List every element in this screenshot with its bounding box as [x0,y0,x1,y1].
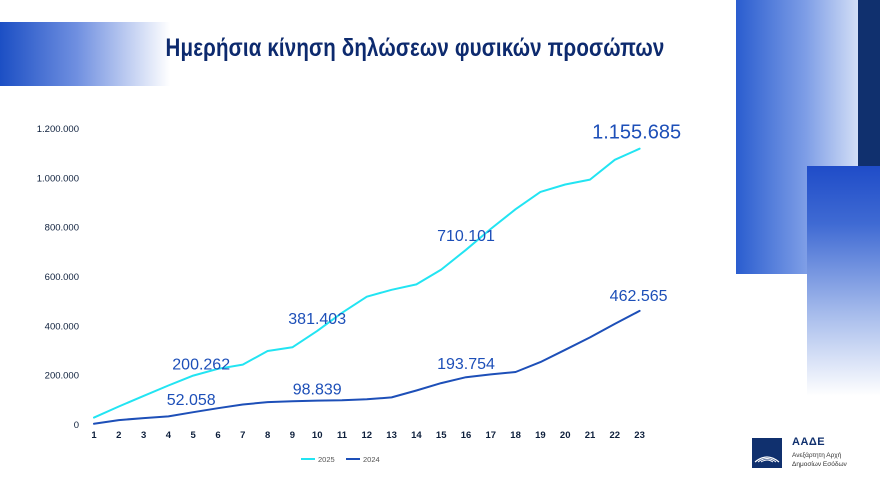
x-tick-label: 1 [91,430,97,441]
aade-logo: ΑΑΔΕ Ανεξάρτητη Αρχή Δημοσίων Εσόδων [752,436,862,476]
data-label: 710.101 [437,228,495,245]
x-tick-label: 19 [535,430,546,441]
x-tick-label: 4 [166,430,172,441]
x-tick-label: 20 [560,430,571,441]
x-tick-label: 11 [337,430,348,441]
decorative-block-fade [807,166,880,396]
data-label: 462.565 [610,288,668,305]
data-label: 98.839 [293,382,342,399]
y-tick-label: 600.000 [45,272,79,283]
y-tick-label: 1.200.000 [37,124,79,135]
x-tick-label: 16 [461,430,472,441]
x-tick-label: 14 [411,430,422,441]
x-tick-label: 7 [240,430,245,441]
x-tick-label: 17 [486,430,497,441]
x-tick-label: 15 [436,430,447,441]
data-label: 1.155.685 [592,122,681,144]
legend-label-2025: 2025 [318,455,335,464]
logo-subtitle-1: Ανεξάρτητη Αρχή [792,452,842,459]
aade-logo-icon [752,438,782,468]
x-tick-label: 10 [312,430,323,441]
x-tick-label: 21 [585,430,596,441]
x-tick-label: 2 [116,430,121,441]
x-tick-label: 5 [191,430,197,441]
x-tick-label: 6 [215,430,220,441]
x-tick-label: 18 [510,430,521,441]
x-tick-label: 12 [362,430,373,441]
x-tick-label: 13 [386,430,397,441]
x-tick-label: 3 [141,430,146,441]
y-tick-label: 200.000 [45,371,79,382]
y-tick-label: 800.000 [45,223,79,234]
left-accent-bar [0,22,170,86]
data-label: 52.058 [167,392,216,409]
data-label: 200.262 [172,357,230,374]
logo-subtitle-2: Δημοσίων Εσόδων [792,461,847,468]
x-tick-label: 22 [610,430,621,441]
y-tick-label: 0 [74,420,79,431]
data-label: 381.403 [288,311,346,328]
x-tick-label: 9 [290,430,295,441]
y-tick-label: 1.000.000 [37,173,79,184]
decorative-block-navy [858,0,880,168]
legend-label-2024: 2024 [363,455,380,464]
data-label: 193.754 [437,356,495,373]
x-tick-label: 23 [634,430,645,441]
slide-title: Ημερήσια κίνηση δηλώσεων φυσικών προσώπω… [165,34,665,62]
logo-name: ΑΑΔΕ [792,436,826,448]
series-line-2024 [93,309,641,425]
series-line-2025 [93,147,641,419]
x-tick-label: 8 [265,430,270,441]
y-tick-label: 400.000 [45,321,79,332]
